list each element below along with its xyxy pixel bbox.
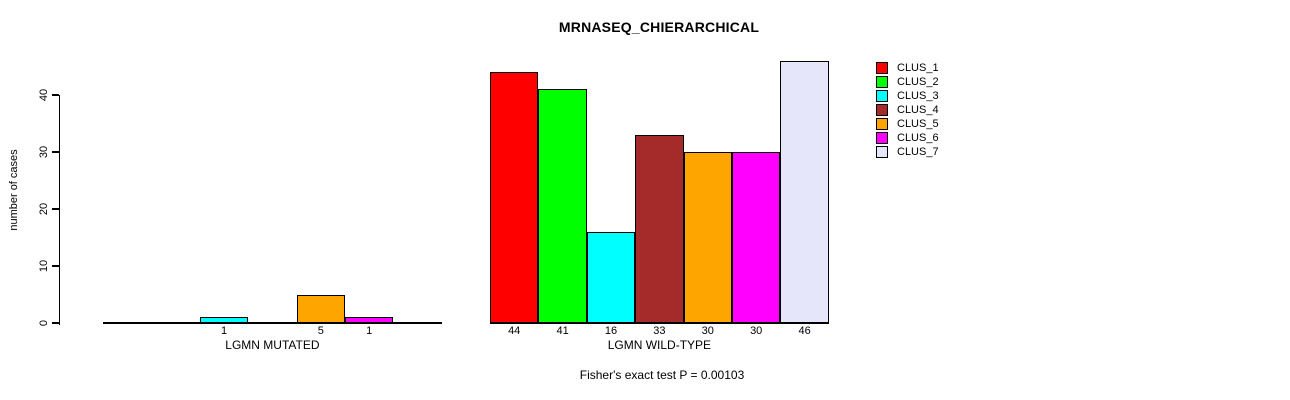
legend-label-clus-4: CLUS_4 [897,104,939,116]
group-label-lgmn-wild-type: LGMN WILD-TYPE [607,338,712,352]
bar-value-clus-1-lgmn-wild-type: 44 [508,325,521,337]
legend-swatch-clus-1 [876,61,888,74]
bar-value-clus-5-lgmn-mutated: 5 [317,325,324,337]
bar-value-clus-2-lgmn-wild-type: 41 [556,325,569,337]
bar-clus-7-lgmn-wild-type [780,60,829,323]
bar-clus-4-lgmn-wild-type [635,134,684,323]
legend-label-clus-3: CLUS_3 [897,90,939,102]
legend-label-clus-6: CLUS_6 [897,132,939,144]
bar-clus-5-lgmn-wild-type [683,152,732,323]
y-axis-label: number of cases [8,149,20,231]
bar-clus-2-lgmn-wild-type [538,89,587,323]
bar-value-clus-5-lgmn-wild-type: 30 [701,325,714,337]
legend-swatch-clus-7 [876,145,888,158]
y-tick-label: 30 [38,145,50,159]
y-tick [51,94,59,96]
x-axis-lgmn-mutated [103,322,442,324]
y-tick-label: 0 [38,319,50,327]
legend-swatch-clus-3 [876,89,888,102]
legend-swatch-clus-2 [876,75,888,88]
bar-clus-3-lgmn-mutated [199,317,249,323]
y-tick [51,265,59,267]
legend-label-clus-2: CLUS_2 [897,76,939,88]
y-tick [51,208,59,210]
bar-clus-1-lgmn-wild-type [490,72,539,323]
bar-value-clus-3-lgmn-wild-type: 16 [604,325,618,337]
bar-value-clus-3-lgmn-mutated: 1 [220,325,228,337]
legend-label-clus-7: CLUS_7 [897,146,939,158]
y-tick-label: 20 [38,202,50,216]
y-tick-label: 40 [38,88,50,102]
bar-clus-6-lgmn-mutated [345,317,394,323]
bar-clus-5-lgmn-mutated [296,294,345,323]
bar-value-clus-6-lgmn-wild-type: 30 [750,325,763,337]
bar-clus-6-lgmn-wild-type [732,152,781,323]
legend-label-clus-1: CLUS_1 [897,62,939,74]
bar-value-clus-4-lgmn-wild-type: 33 [653,325,666,337]
y-tick [51,322,59,324]
legend-swatch-clus-6 [876,131,888,144]
bar-clus-3-lgmn-wild-type [586,231,636,323]
legend-label-clus-5: CLUS_5 [897,118,939,130]
bar-value-clus-7-lgmn-wild-type: 46 [798,325,811,337]
legend-swatch-clus-5 [876,117,888,130]
footnote-pvalue: Fisher's exact test P = 0.00103 [579,368,745,382]
legend-swatch-clus-4 [876,103,888,116]
y-tick-label: 10 [38,259,50,273]
bar-value-clus-6-lgmn-mutated: 1 [366,325,373,337]
y-tick [51,151,59,153]
chart-title: MRNASEQ_CHIERARCHICAL [558,19,760,35]
x-axis-lgmn-wild-type [490,322,829,324]
y-axis [58,95,60,325]
group-label-lgmn-mutated: LGMN MUTATED [225,338,320,352]
